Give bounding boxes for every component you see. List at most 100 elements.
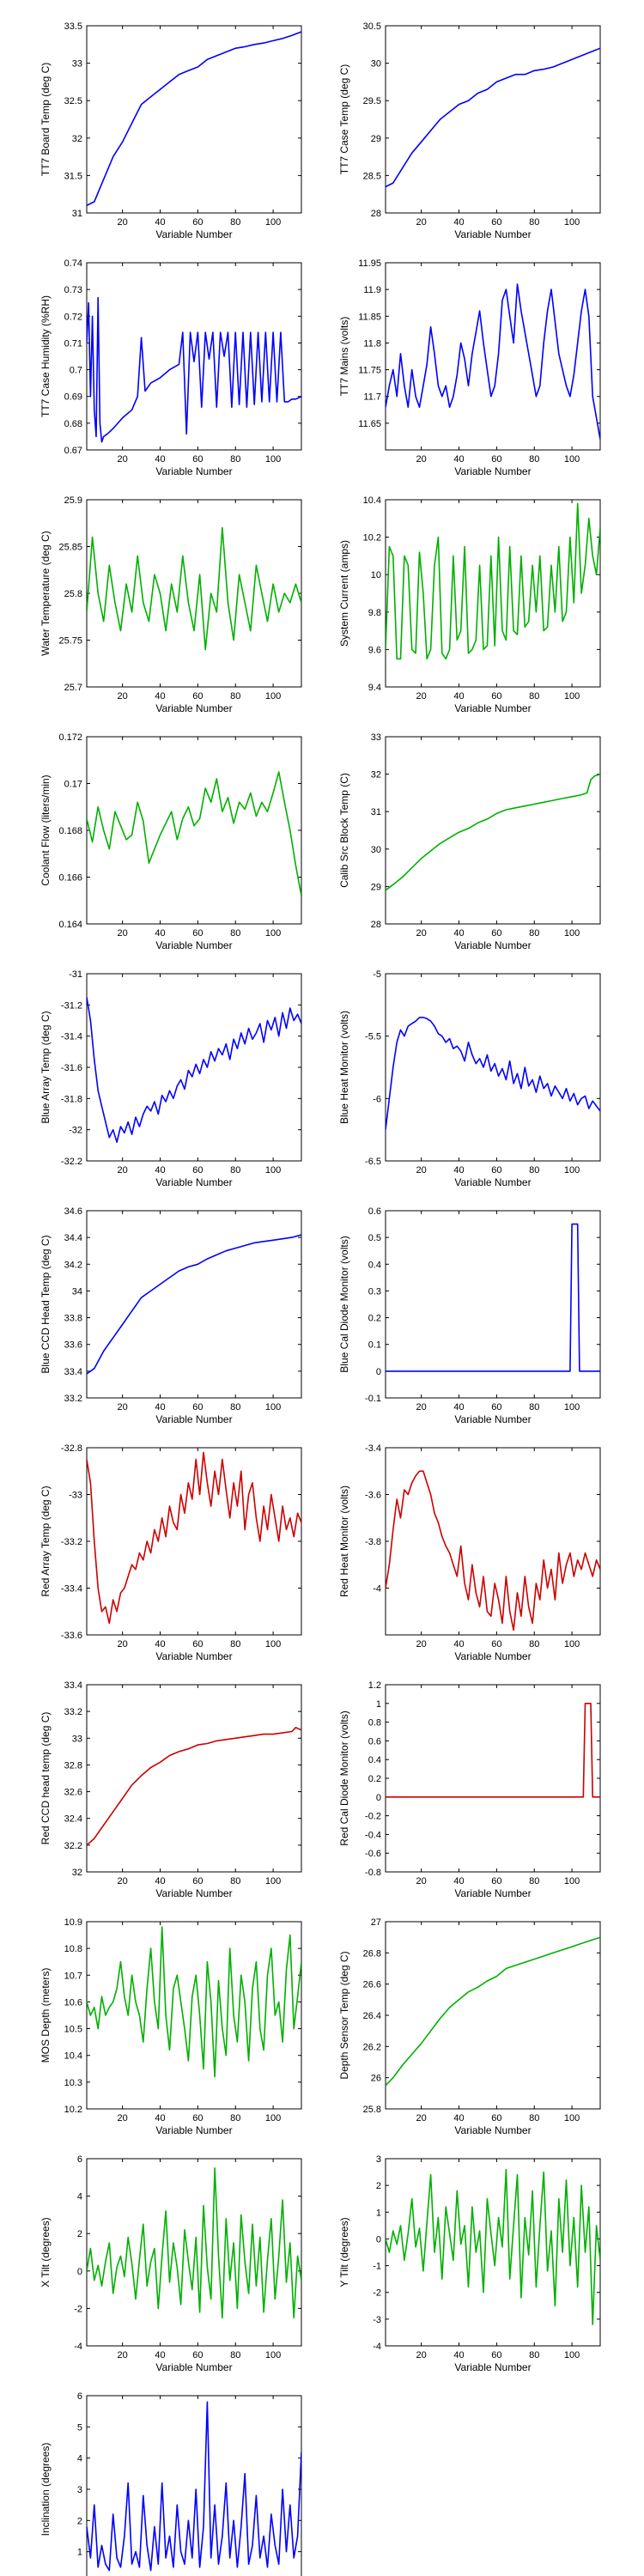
y-axis-label: Y Tilt (degrees) bbox=[338, 2217, 350, 2287]
y-axis-label: Water Temperature (deg C) bbox=[39, 531, 52, 655]
x-tick-label: 20 bbox=[416, 217, 427, 228]
x-tick-label: 60 bbox=[491, 1402, 501, 1413]
y-tick-label: -31.8 bbox=[61, 1094, 82, 1104]
x-tick-label: 40 bbox=[453, 928, 464, 939]
x-tick-label: 80 bbox=[529, 2350, 539, 2360]
x-tick-label: 60 bbox=[192, 2350, 203, 2360]
y-tick-label: -32 bbox=[69, 1126, 82, 1136]
x-tick-label: 40 bbox=[453, 1639, 464, 1649]
x-tick-label: 80 bbox=[529, 1402, 539, 1413]
y-tick-label: 0 bbox=[376, 2234, 381, 2245]
chart-panel: 20 40 60 80 100 -4 -3 -2 -1 0 1 2 3 Variable Number Y … bbox=[338, 2154, 601, 2373]
y-tick-label: 0.67 bbox=[64, 446, 82, 456]
y-tick-label: 10 bbox=[371, 570, 381, 580]
x-tick-label: 20 bbox=[118, 1402, 128, 1413]
y-axis-label: System Current (amps) bbox=[338, 540, 350, 647]
y-tick-label: 32.8 bbox=[64, 1760, 82, 1771]
x-tick-label: 60 bbox=[491, 691, 501, 702]
x-tick-label: 100 bbox=[564, 2350, 580, 2360]
x-tick-label: 60 bbox=[192, 1402, 203, 1413]
x-axis-label: Variable Number bbox=[454, 465, 531, 477]
x-tick-label: 80 bbox=[529, 691, 539, 702]
y-tick-label: -0.6 bbox=[365, 1849, 381, 1859]
x-tick-label: 80 bbox=[529, 454, 539, 465]
y-tick-label: -0.4 bbox=[365, 1830, 381, 1840]
x-tick-label: 80 bbox=[230, 2113, 240, 2123]
plot-frame bbox=[86, 25, 302, 214]
plot-frame bbox=[86, 1684, 302, 1873]
y-tick-label: -3 bbox=[373, 2315, 381, 2325]
chart-panel: 20 40 60 80 100 11.65 11.7 11.75 11.8 11.85 11.9 11… bbox=[338, 258, 601, 477]
y-tick-label: 0.166 bbox=[58, 873, 82, 884]
y-tick-label: 27 bbox=[371, 1917, 381, 1928]
x-tick-label: 40 bbox=[453, 2113, 464, 2123]
y-tick-label: 0.6 bbox=[368, 1736, 381, 1747]
x-tick-label: 60 bbox=[192, 1639, 203, 1649]
x-tick-label: 20 bbox=[416, 1639, 427, 1649]
x-tick-label: 40 bbox=[155, 1165, 165, 1176]
x-tick-label: 100 bbox=[564, 1402, 580, 1413]
x-tick-label: 80 bbox=[230, 1402, 240, 1413]
x-tick-label: 80 bbox=[529, 1876, 539, 1886]
x-tick-label: 40 bbox=[155, 217, 165, 228]
y-tick-label: -3.8 bbox=[365, 1537, 381, 1547]
x-tick-label: 60 bbox=[491, 454, 501, 465]
y-tick-label: -1 bbox=[373, 2262, 381, 2272]
chart-panel: 204060801000123456Variable NumberInclina… bbox=[39, 2391, 302, 2576]
y-tick-label: 2 bbox=[77, 2229, 82, 2239]
x-tick-label: 100 bbox=[265, 1639, 281, 1649]
y-tick-label: 28.5 bbox=[363, 171, 381, 181]
y-tick-label: 2 bbox=[77, 2516, 82, 2526]
chart-panel: 20 40 60 80 100 -0.1 0 0.1 0.2 0.3 0.4 0.5 0.6 Variab… bbox=[338, 1206, 601, 1425]
series-line bbox=[386, 1223, 600, 1372]
x-axis-label: Variable Number bbox=[454, 228, 531, 240]
x-tick-label: 40 bbox=[155, 1402, 165, 1413]
y-tick-label: 33 bbox=[72, 1734, 82, 1744]
x-tick-label: 40 bbox=[453, 2350, 464, 2360]
y-tick-label: 0.71 bbox=[64, 338, 82, 349]
series-line bbox=[87, 2167, 301, 2319]
y-tick-label: 29 bbox=[371, 134, 381, 144]
y-tick-label: 33.2 bbox=[64, 1394, 82, 1404]
series-line bbox=[87, 296, 301, 443]
y-axis-label: TT7 Case Humidity (%RH) bbox=[39, 295, 52, 417]
x-tick-label: 100 bbox=[265, 928, 281, 939]
y-tick-label: 5 bbox=[77, 2422, 82, 2433]
y-tick-label: 1.2 bbox=[368, 1680, 381, 1691]
y-tick-label: 10.2 bbox=[64, 2105, 82, 2115]
y-axis-label: Red Cal Diode Monitor (volts) bbox=[338, 1710, 350, 1845]
x-tick-label: 100 bbox=[265, 217, 281, 228]
y-tick-label: 25.8 bbox=[363, 2105, 381, 2115]
y-tick-label: 0.4 bbox=[368, 1755, 381, 1765]
chart-panel: 20 40 60 80 100 28 28.5 29 29.5 30 30.5 Variable Nu… bbox=[338, 21, 601, 240]
series-line bbox=[87, 997, 301, 1143]
x-tick-label: 20 bbox=[416, 1876, 427, 1886]
chart-panel: 20 40 60 80 100 33.2 33.4 33.6 33.8 34 34.2 34.4 34.… bbox=[39, 1206, 302, 1425]
y-tick-label: 33.8 bbox=[64, 1314, 82, 1324]
x-tick-label: 40 bbox=[453, 1876, 464, 1886]
y-tick-label: 0 bbox=[376, 1793, 381, 1803]
y-tick-label: -33.4 bbox=[61, 1584, 82, 1595]
x-tick-label: 20 bbox=[118, 2113, 128, 2123]
plot-frame bbox=[385, 262, 601, 451]
x-tick-label: 60 bbox=[192, 217, 203, 228]
y-tick-label: 10.4 bbox=[363, 495, 381, 506]
x-axis-label: Variable Number bbox=[454, 702, 531, 714]
y-tick-label: 0 bbox=[77, 2267, 82, 2277]
y-axis-label: Blue Cal Diode Monitor (volts) bbox=[338, 1236, 350, 1372]
y-tick-label: -3.4 bbox=[365, 1443, 381, 1454]
x-tick-label: 20 bbox=[118, 1165, 128, 1176]
x-axis-label: Variable Number bbox=[454, 2361, 531, 2373]
chart-panel: 20 40 60 80 100 -6.5 -6 -5.5 -5 Variable Number Bl… bbox=[338, 969, 601, 1188]
y-tick-label: 25.8 bbox=[64, 589, 82, 599]
chart-panel: 20 40 60 80 100 -4 -2 0 2 4 6 Variable Number X Tilt… bbox=[39, 2154, 302, 2373]
x-tick-label: 40 bbox=[155, 2350, 165, 2360]
plot-frame bbox=[86, 1921, 302, 2110]
y-tick-label: 32.4 bbox=[64, 1814, 82, 1825]
y-axis-label: Blue Heat Monitor (volts) bbox=[338, 1011, 350, 1124]
x-tick-label: 40 bbox=[155, 2113, 165, 2123]
y-tick-label: 29 bbox=[371, 882, 381, 892]
series-line bbox=[87, 1451, 301, 1625]
x-tick-label: 20 bbox=[416, 454, 427, 465]
